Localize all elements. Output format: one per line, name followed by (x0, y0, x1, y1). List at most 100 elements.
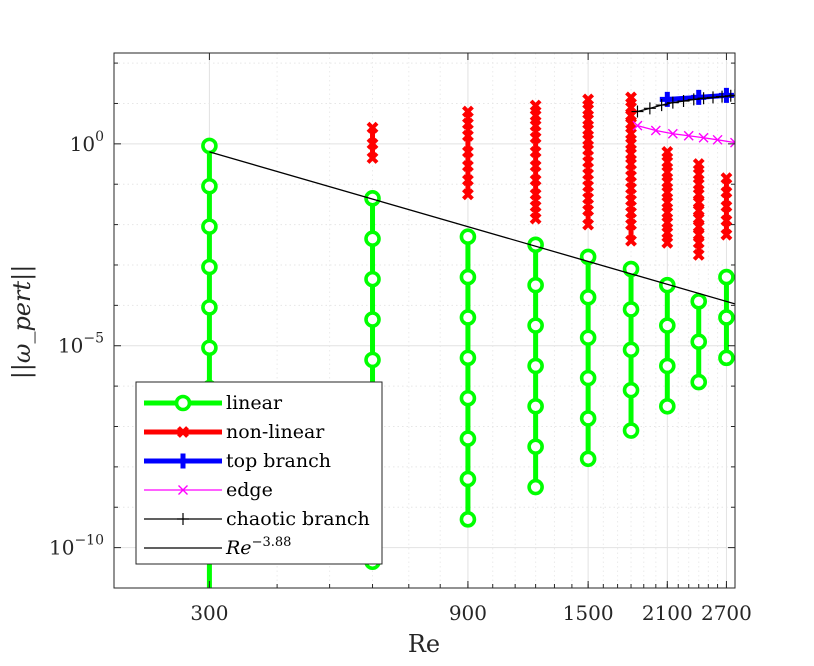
linear-marker (201, 258, 218, 276)
non-linear-marker (625, 170, 637, 183)
non-linear-marker (625, 182, 637, 195)
non-linear-marker (582, 218, 595, 231)
legend-item-re: Re−3.88 (144, 535, 291, 559)
non-linear-marker (625, 117, 637, 130)
non-linear-marker (661, 166, 674, 179)
non-linear-marker (625, 194, 637, 207)
legend-item-non-linear: non-linear (144, 421, 325, 443)
linear-marker (579, 288, 597, 306)
linear-marker (659, 317, 676, 334)
non-linear-marker (661, 186, 674, 199)
non-linear-marker (625, 234, 637, 247)
linear-marker (718, 268, 735, 286)
non-linear-marker (462, 188, 474, 201)
x-tick-label: 1500 (563, 601, 614, 625)
linear-marker (459, 470, 477, 488)
non-linear-marker (582, 204, 595, 217)
non-linear-marker (692, 168, 705, 181)
legend-label-exponent: −3.88 (252, 535, 292, 550)
fit-line (209, 151, 735, 305)
non-linear-marker (462, 160, 474, 172)
non-linear-marker (529, 119, 542, 132)
legend-label: chaotic branch (226, 508, 370, 530)
non-linear-marker (625, 218, 637, 231)
linear-marker (718, 309, 735, 326)
legend-label: edge (226, 479, 273, 501)
chaotic-branch-marker (729, 89, 735, 102)
non-linear-marker (529, 131, 542, 144)
non-linear-marker (529, 174, 542, 187)
chaotic-branch-marker (716, 90, 729, 103)
legend-label-base: Re (225, 537, 252, 559)
non-linear-marker (720, 228, 733, 241)
non-linear-marker (661, 216, 674, 229)
linear-marker (201, 177, 218, 195)
chaotic-branch-marker (643, 102, 656, 115)
non-linear-marker (582, 168, 595, 181)
legend-swatch-marker (178, 485, 188, 495)
y-tick-label: 10−5 (58, 331, 104, 358)
linear-marker (459, 228, 477, 246)
linear-marker (527, 478, 544, 496)
non-linear-marker (625, 206, 637, 219)
linear-marker (459, 309, 477, 326)
x-tick-label: 2700 (701, 601, 752, 625)
non-linear-marker (692, 178, 705, 191)
legend-label: linear (226, 392, 283, 414)
edge-marker (667, 128, 678, 139)
non-linear-marker (529, 188, 542, 201)
non-linear-marker (625, 91, 637, 104)
plot-area (201, 87, 735, 588)
chaotic-branch-marker (666, 96, 679, 109)
y-tick-label: 10−10 (49, 533, 104, 560)
linear-marker (622, 301, 640, 318)
linear-marker (579, 450, 597, 468)
edge-marker (712, 134, 723, 145)
non-linear-marker (529, 160, 542, 172)
x-tick-label: 2100 (642, 601, 693, 625)
non-linear-marker (625, 127, 637, 140)
x-tick-label: 900 (449, 601, 487, 625)
linear-marker (201, 137, 218, 155)
series-chaotic-branch (631, 89, 735, 118)
series-layer (201, 87, 735, 588)
y-tick-base: 10 (49, 536, 74, 560)
non-linear-marker (582, 93, 595, 106)
series-non-linear (366, 91, 733, 261)
non-linear-marker (661, 236, 674, 249)
linear-marker (718, 349, 735, 367)
non-linear-marker (582, 123, 595, 136)
linear-marker (659, 357, 676, 375)
chaotic-branch-marker (655, 99, 668, 112)
linear-marker (459, 268, 477, 286)
linear-marker (622, 422, 640, 439)
non-linear-marker (582, 156, 595, 168)
linear-marker (659, 398, 676, 415)
non-linear-marker (366, 152, 379, 164)
linear-marker (459, 511, 477, 528)
non-linear-marker (720, 172, 733, 185)
non-linear-marker (582, 113, 595, 126)
y-tick-base: 10 (58, 334, 83, 358)
non-linear-marker (462, 174, 474, 187)
x-tick-label: 300 (190, 601, 228, 625)
linear-marker (622, 381, 640, 399)
non-linear-marker (661, 156, 674, 168)
non-linear-marker (692, 248, 705, 261)
y-tick-label: 100 (70, 129, 104, 156)
edge-marker (683, 130, 694, 141)
non-linear-marker (720, 214, 733, 227)
axes: 300 900 1500 2100 2700 100 10−5 10−10 (49, 52, 752, 625)
legend-swatch-marker (174, 394, 192, 412)
legend-swatch-marker (177, 426, 189, 438)
linear-marker (527, 317, 544, 334)
linear-marker (690, 373, 708, 391)
legend-label: non-linear (226, 421, 325, 443)
series-re-3-88 (209, 151, 735, 305)
chaotic-branch-marker (706, 91, 719, 104)
non-linear-marker (625, 158, 637, 170)
linear-marker (527, 398, 544, 415)
non-linear-marker (529, 99, 542, 112)
non-linear-marker (462, 146, 474, 158)
